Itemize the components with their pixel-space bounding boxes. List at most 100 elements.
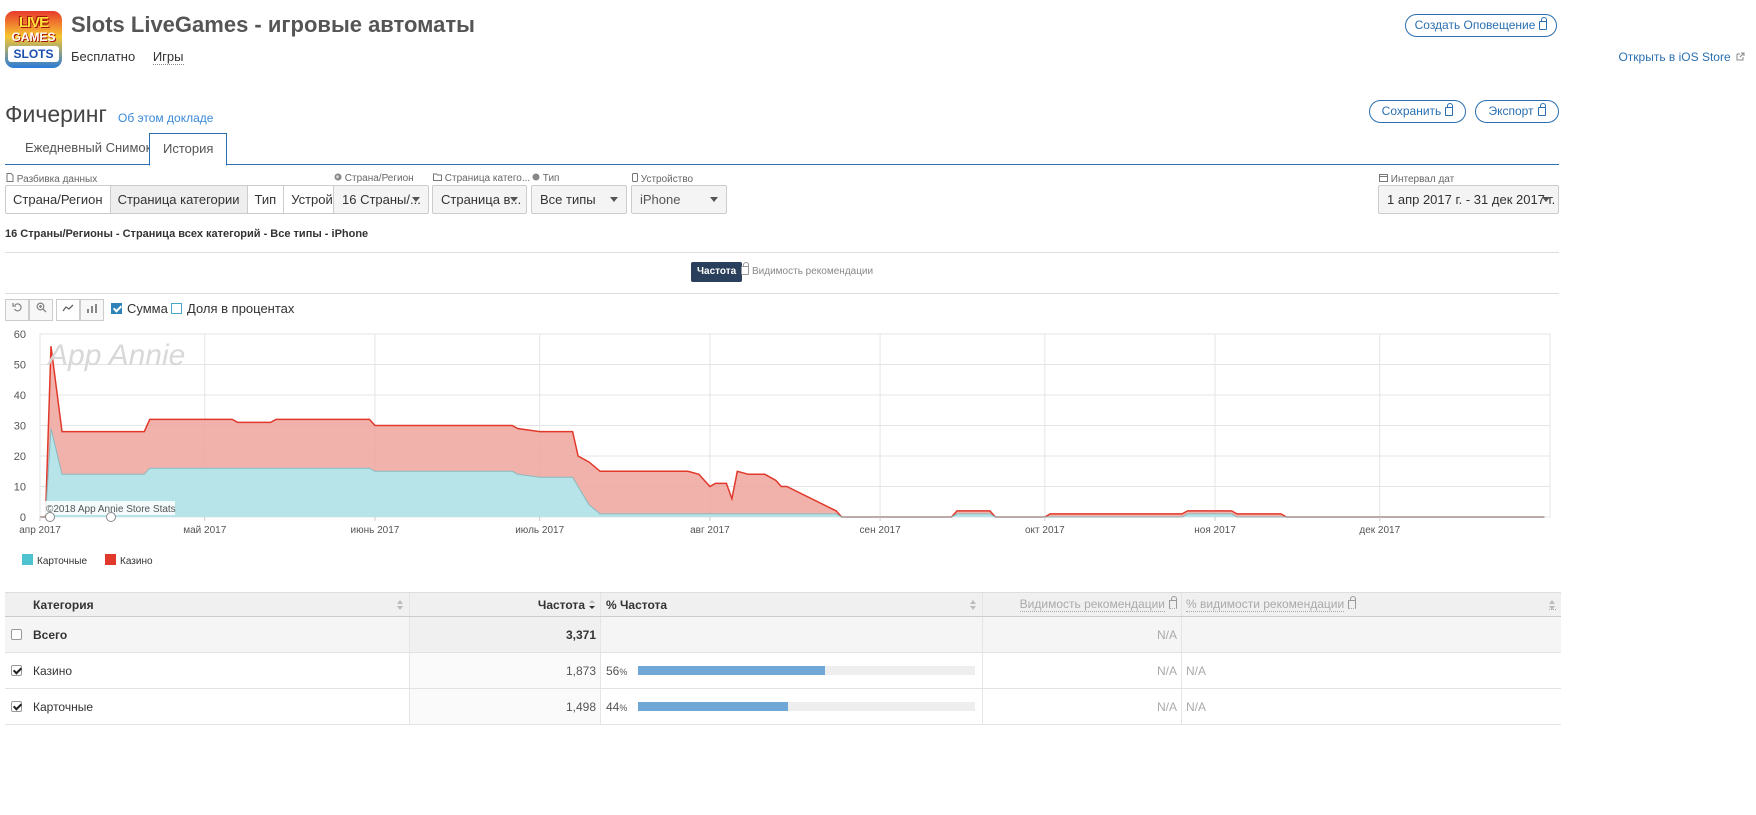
country-filter-label: Страна/Регион (334, 173, 414, 184)
globe-icon (334, 173, 342, 181)
row-category: Всего (33, 627, 68, 642)
checkbox-checked[interactable] (111, 303, 122, 314)
app-meta: Бесплатно Игры (71, 49, 198, 65)
row-checkbox-cell (5, 653, 27, 688)
tab-daily-snapshot[interactable]: Ежедневный Снимок (25, 140, 152, 155)
header-category[interactable]: Категория (33, 593, 409, 616)
tab-history[interactable]: История (149, 133, 228, 166)
legend-item-casino[interactable]: Казино (105, 554, 153, 567)
row-checkbox[interactable] (10, 665, 22, 676)
row-frequency: 3,371 (409, 617, 601, 652)
export-button[interactable]: Экспорт (1475, 100, 1559, 123)
category-page-filter-label: Страница катего... (433, 173, 530, 184)
range-handles (45, 512, 116, 522)
table-row-total: Всего 3,371 N/A (5, 617, 1561, 653)
x-tick-label: ноя 2017 (1194, 525, 1236, 536)
checkbox-unchecked[interactable] (171, 303, 182, 314)
chart-credit-box: ©2018 App Annie Store Stats (44, 501, 176, 515)
date-range-dropdown[interactable]: 1 апр 2017 г. - 31 дек 2017 г. (1378, 185, 1559, 214)
zoom-in-icon (36, 302, 46, 313)
row-checkbox-cell (5, 617, 27, 652)
chart-credit: ©2018 App Annie Store Stats (46, 504, 176, 515)
app-title: Slots LiveGames - игровые автоматы (71, 12, 475, 37)
about-report-link[interactable]: Об этом докладе (118, 111, 214, 125)
y-tick-label: 60 (14, 329, 26, 341)
category-table: Категория Частота % Частота Видимость ре… (5, 592, 1561, 725)
save-button[interactable]: Сохранить (1369, 100, 1466, 123)
legend-swatch-card (22, 554, 33, 565)
app-icon-text-bottom: SLOTS (8, 46, 59, 62)
chart-gridlines (39, 333, 1551, 518)
sort-desc-icon (589, 599, 595, 609)
percent-bar-track (638, 666, 975, 675)
legend-item-card[interactable]: Карточные (22, 554, 87, 567)
reset-zoom-button[interactable] (5, 299, 29, 321)
phone-icon (632, 173, 638, 182)
row-checkbox[interactable] (10, 701, 22, 712)
lock-icon (1539, 17, 1548, 30)
metric-visibility-button[interactable]: Видимость рекомендации (741, 262, 873, 277)
breakdown-country-button[interactable]: Страна/Регион (6, 186, 111, 213)
y-tick-label: 50 (14, 360, 26, 372)
app-icon-text-mid: GAMES (11, 30, 56, 44)
report-subtitle: 16 Страны/Регионы - Страница всех катего… (5, 228, 369, 240)
calendar-icon (1379, 174, 1388, 182)
divider (5, 252, 1559, 253)
lock-icon (1537, 103, 1546, 116)
percent-bar-fill (638, 702, 788, 711)
row-visibility: N/A (982, 653, 1182, 688)
country-dropdown[interactable]: 16 Страны/... (333, 185, 429, 214)
type-dropdown[interactable]: Все типы (531, 185, 627, 214)
x-tick-label: сен 2017 (860, 525, 902, 536)
breakdown-category-page-button[interactable]: Страница категории (110, 186, 248, 213)
frequency-area-chart[interactable]: App Annie ©2018 App Annie Store Stats 0 1… (0, 325, 1560, 540)
y-tick-label: 10 (14, 482, 26, 494)
export-label: Экспорт (1488, 104, 1534, 118)
y-tick-label: 0 (20, 512, 26, 524)
type-filter-label: Тип (532, 173, 559, 184)
series-area-casino (40, 346, 1545, 517)
range-handle-left (45, 512, 55, 522)
y-axis: 0 10 20 30 40 50 60 (14, 329, 26, 524)
metric-frequency-button[interactable]: Частота (691, 262, 743, 282)
device-filter-label: Устройство (632, 173, 693, 185)
line-chart-button[interactable] (56, 299, 80, 321)
header-percent-visibility[interactable]: % видимости рекомендации (1182, 593, 1561, 616)
x-tick-label: июль 2017 (515, 525, 564, 536)
divider (5, 293, 1559, 294)
device-dropdown[interactable]: iPhone (631, 185, 727, 214)
row-percent-value: 44% (606, 699, 628, 714)
open-ios-store-link[interactable]: Открыть в iOS Store (1618, 50, 1745, 64)
breakdown-type-button[interactable]: Тип (248, 186, 285, 213)
app-category-link[interactable]: Игры (152, 49, 184, 65)
row-category: Карточные (33, 699, 94, 714)
row-frequency: 1,873 (409, 653, 601, 688)
create-alert-label: Создать Оповещение (1414, 18, 1536, 32)
percent-bar-track (638, 702, 975, 711)
percent-bar-fill (638, 666, 826, 675)
legend-swatch-casino (105, 554, 116, 565)
folder-icon (433, 173, 442, 181)
lock-icon (1169, 596, 1177, 609)
sum-checkbox[interactable]: Сумма (111, 301, 168, 316)
breakdown-segmented-control: Страна/Регион Страница категории Тип Уст… (5, 185, 368, 214)
bar-chart-button[interactable] (80, 299, 104, 321)
undo-icon (11, 303, 22, 312)
sort-icon (397, 600, 404, 610)
category-page-dropdown[interactable]: Страница в... (432, 185, 527, 214)
app-icon: LIVE GAMES SLOTS (5, 11, 62, 68)
percent-checkbox[interactable]: Доля в процентах (171, 301, 294, 316)
line-chart-icon (62, 304, 74, 312)
header-visibility[interactable]: Видимость рекомендации (982, 593, 1182, 616)
row-percent-visibility: N/A (1186, 699, 1207, 714)
header-percent-frequency[interactable]: % Частота (602, 593, 982, 616)
x-tick-label: окт 2017 (1025, 525, 1065, 536)
series-line-casino (40, 346, 1545, 518)
tab-bar: Ежедневный Снимок История (5, 133, 1559, 166)
zoom-button[interactable] (29, 299, 53, 321)
row-checkbox[interactable] (10, 629, 22, 640)
bar-chart-icon (87, 304, 97, 313)
row-percent (602, 617, 982, 652)
header-frequency[interactable]: Частота (409, 593, 601, 616)
create-alert-button[interactable]: Создать Оповещение (1405, 14, 1557, 37)
